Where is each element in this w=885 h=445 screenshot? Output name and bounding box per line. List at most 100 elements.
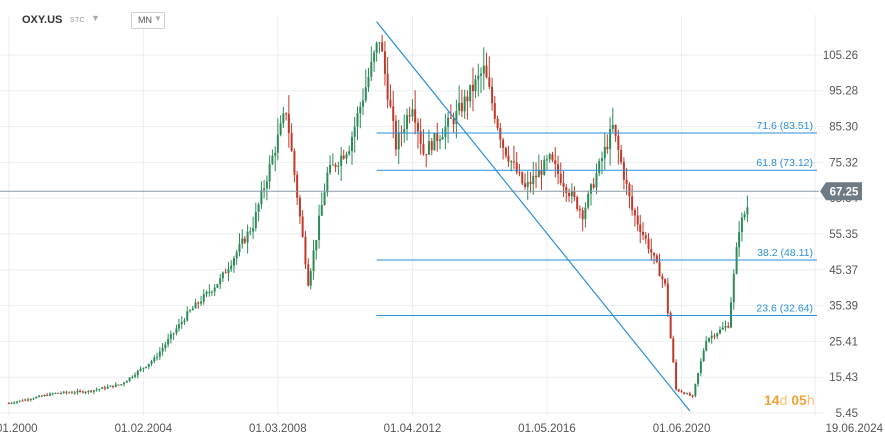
- timer-days: 14: [764, 392, 780, 408]
- candle-body: [359, 106, 362, 114]
- candle-body: [224, 272, 227, 274]
- candle-body: [57, 392, 60, 394]
- candle-body: [573, 191, 576, 198]
- candle-body: [249, 231, 252, 233]
- candle-body: [718, 329, 721, 334]
- candle-body: [581, 210, 584, 220]
- y-tick-label: 95.28: [829, 86, 858, 98]
- y-tick-label: 15.43: [829, 372, 858, 384]
- candle-body: [342, 155, 345, 159]
- candle-body: [188, 310, 191, 312]
- candle-body: [202, 294, 205, 302]
- candle-body: [705, 341, 708, 351]
- candle-body: [183, 320, 186, 322]
- candle-body: [227, 269, 230, 274]
- candle-body: [79, 390, 82, 392]
- candle-body: [142, 367, 145, 369]
- candle-body: [164, 344, 167, 348]
- candle-body: [631, 196, 634, 211]
- timeframe-select[interactable]: MN ▼: [131, 12, 165, 29]
- candle-body: [557, 164, 560, 174]
- candle-body: [422, 143, 425, 155]
- candle-body: [364, 87, 367, 101]
- candle-body: [59, 392, 62, 394]
- candle-body: [452, 118, 455, 125]
- x-tick-label: 01.01.2000: [0, 423, 38, 435]
- candle-body: [298, 197, 301, 217]
- candle-body: [120, 384, 123, 386]
- candle-body: [713, 335, 716, 337]
- candle-body: [29, 399, 32, 401]
- candle-body: [219, 278, 222, 285]
- candle-body: [499, 128, 502, 140]
- candle-body: [350, 136, 353, 152]
- candle-body: [318, 215, 321, 240]
- candle-body: [213, 287, 216, 292]
- candle-body: [197, 302, 200, 304]
- candle-body: [21, 400, 24, 402]
- symbol-label: OXY.US: [22, 14, 63, 26]
- y-tick-label: 35.39: [829, 301, 858, 313]
- x-tick-label: 01.04.2012: [384, 423, 442, 435]
- symbol-dropdown-icon[interactable]: ▼: [91, 13, 100, 23]
- candle-body: [307, 264, 310, 286]
- last-price-badge: [820, 182, 862, 201]
- candle-body: [688, 393, 691, 396]
- candle-body: [81, 391, 84, 393]
- candle-body: [383, 51, 386, 74]
- candle-body: [738, 232, 741, 248]
- candle-body: [361, 100, 364, 107]
- candle-body: [112, 385, 115, 387]
- candle-body: [661, 276, 664, 280]
- candle-body: [606, 146, 609, 150]
- candle-body: [480, 73, 483, 76]
- candle-body: [512, 161, 515, 163]
- candle-body: [109, 385, 112, 387]
- candle-body: [101, 387, 104, 389]
- x-tick-label: 01.02.2004: [115, 423, 173, 435]
- candle-body: [243, 238, 246, 243]
- candle-body: [375, 42, 378, 53]
- candle-body: [260, 190, 263, 205]
- candle-body: [161, 347, 164, 352]
- candle-body: [411, 109, 414, 117]
- candle-body: [746, 207, 749, 215]
- candle-body: [139, 368, 142, 371]
- candle-body: [205, 291, 208, 295]
- instrument-type-label: STC: [70, 17, 85, 24]
- candle-body: [386, 73, 389, 100]
- candle-body: [589, 184, 592, 194]
- candle-body: [232, 258, 235, 266]
- candle-body: [614, 124, 617, 136]
- candle-body: [449, 117, 452, 119]
- x-tick-label: 19.06.2024: [825, 423, 883, 435]
- candle-body: [145, 366, 148, 368]
- candle-body: [642, 231, 645, 235]
- candle-body: [345, 154, 348, 159]
- candle-body: [276, 134, 279, 153]
- candle-body: [469, 84, 472, 102]
- candle-body: [136, 370, 139, 376]
- candle-body: [584, 207, 587, 220]
- candle-body: [554, 160, 557, 165]
- candle-body: [592, 184, 595, 188]
- candle-body: [128, 377, 131, 381]
- candle-body: [609, 128, 612, 150]
- candle-body: [329, 164, 332, 173]
- timer-hours: 05: [791, 392, 807, 408]
- candle-body: [200, 301, 203, 304]
- candle-body: [493, 103, 496, 119]
- candle-body: [455, 110, 458, 125]
- candle-body: [727, 326, 730, 328]
- candle-body: [639, 224, 642, 232]
- candle-body: [521, 172, 524, 184]
- candle-body: [543, 159, 546, 175]
- candle-body: [13, 402, 16, 404]
- candle-body: [92, 390, 95, 392]
- candle-body: [282, 113, 285, 124]
- candle-body: [381, 42, 384, 52]
- candle-body: [628, 184, 631, 197]
- candle-body: [186, 311, 189, 321]
- last-price-value: 67.25: [830, 186, 859, 198]
